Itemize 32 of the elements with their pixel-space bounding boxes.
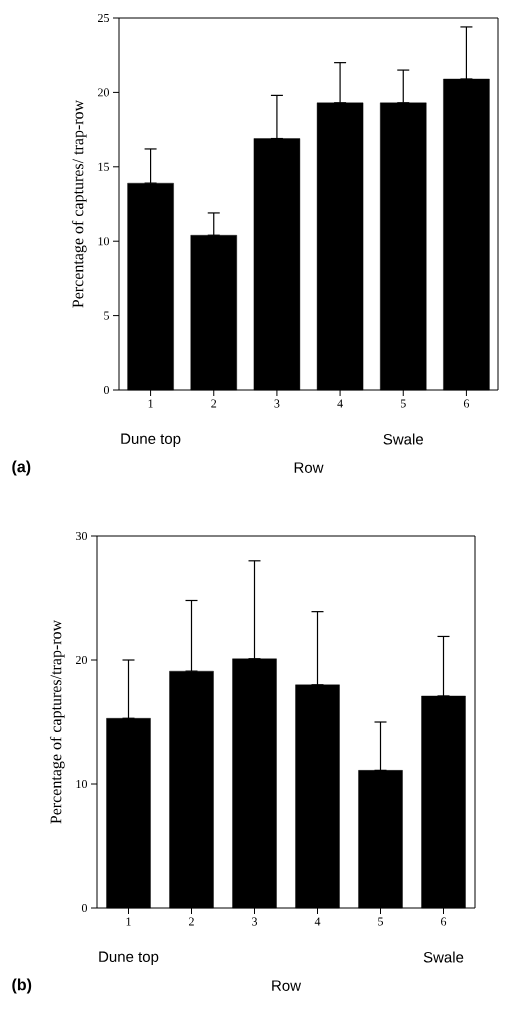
text: Swale [423,951,464,963]
x-tick-label: 3 [252,917,258,926]
y-tick-label: 30 [76,531,88,541]
x-tick-label: 1 [126,917,131,926]
y-axis-title: Percentage of captures/ trap-row [71,99,87,308]
x-tick-label: 3 [274,399,280,408]
x-axis-title: Row [294,462,324,473]
y-tick-label: 0 [81,903,88,913]
x-tick-label: 4 [314,917,321,926]
x-tick-label: 5 [378,917,384,926]
x-tick-label: 4 [337,399,343,408]
x-axis-title: Row [272,980,302,991]
text: Swale [383,433,423,445]
y-tick-label: 20 [76,655,88,665]
x-tick-label: 2 [211,399,217,408]
y-tick-label: 20 [98,88,110,97]
y-tick-label: 5 [104,311,110,320]
x-tick-label: 6 [441,917,447,926]
y-axis-title: Percentage of captures/trap-row [49,619,65,824]
x-tick-label: 2 [189,917,194,926]
x-tick-label: 6 [463,399,470,408]
text: Dune top [99,951,159,965]
x-tick-label: 5 [400,399,406,408]
text: Dune top [121,433,181,447]
y-tick-label: 10 [98,237,110,246]
text: (b) [12,978,32,994]
text: (a) [12,460,31,476]
y-tick-label: 10 [76,779,88,789]
x-tick-label: 1 [148,399,153,408]
y-tick-label: 0 [103,385,110,395]
y-tick-label: 15 [98,162,110,171]
y-tick-label: 25 [98,13,110,23]
